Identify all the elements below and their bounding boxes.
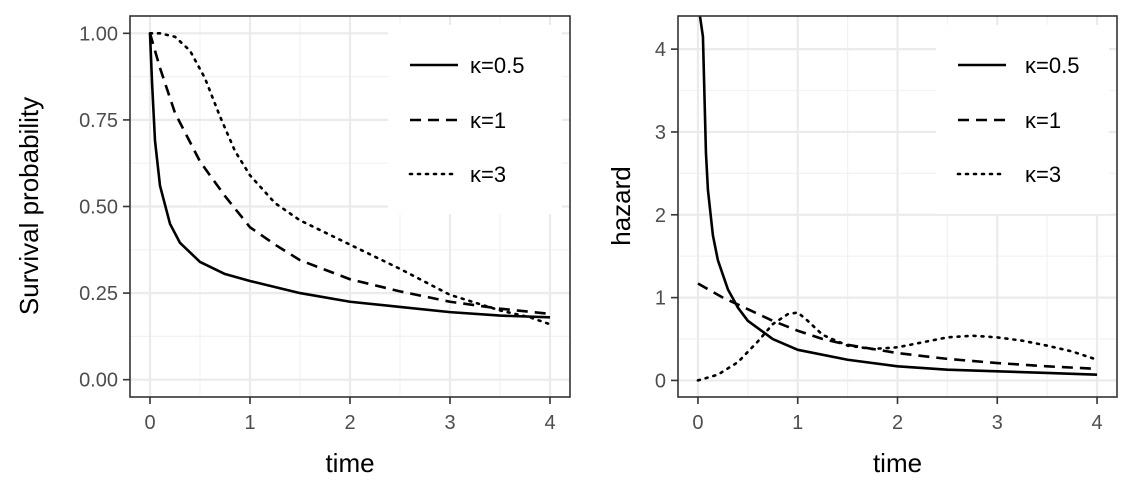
- x-axis-title: time: [873, 448, 922, 478]
- x-tick-label: 3: [444, 412, 455, 434]
- legend-label-1: κ=0.5: [1025, 53, 1079, 78]
- x-tick-label: 0: [144, 412, 155, 434]
- legend-label-2: κ=1: [470, 108, 506, 133]
- y-tick-label: 0.25: [79, 283, 118, 305]
- y-tick-label: 0: [655, 370, 666, 392]
- series-line-3: [148, 32, 552, 326]
- x-tick-label: 3: [992, 412, 1003, 434]
- legend-label-2: κ=1: [1025, 108, 1061, 133]
- y-tick-label: 1: [655, 288, 666, 310]
- y-tick-label: 0.00: [79, 370, 118, 392]
- chart-panel-2: 0 1 2 3 4 0 1 2 3 4 time hazard κ=0.5 κ=1 κ=3: [606, 15, 1118, 478]
- y-axis-title: hazard: [606, 166, 636, 246]
- legend-label-3: κ=3: [470, 162, 506, 187]
- y-tick-label: 0.75: [79, 110, 118, 132]
- x-tick-label: 1: [244, 412, 255, 434]
- y-tick-label: 4: [655, 39, 666, 61]
- series-line-2: [148, 32, 551, 316]
- x-tick-label: 4: [544, 412, 555, 434]
- series-line-1: [148, 33, 551, 319]
- x-tick-label: 4: [1091, 412, 1102, 434]
- x-tick-label: 0: [692, 412, 703, 434]
- x-tick-label: 2: [892, 412, 903, 434]
- x-axis-title: time: [325, 448, 374, 478]
- y-tick-label: 0.50: [79, 197, 118, 219]
- y-tick-label: 2: [655, 205, 666, 227]
- series-line-1: [698, 16, 1098, 376]
- legend-label-1: κ=0.5: [470, 53, 524, 78]
- chart-panel-1: 0 1 2 3 4 0.00 0.25 0.50 0.75 1.00 time Survival pr…: [14, 15, 571, 478]
- legend-label-3: κ=3: [1025, 162, 1061, 187]
- y-tick-label: 1.00: [79, 23, 118, 45]
- x-tick-label: 2: [344, 412, 355, 434]
- x-tick-label: 1: [792, 412, 803, 434]
- series-line-2: [697, 282, 1098, 371]
- y-tick-label: 3: [655, 122, 666, 144]
- y-axis-title: Survival probability: [14, 97, 44, 315]
